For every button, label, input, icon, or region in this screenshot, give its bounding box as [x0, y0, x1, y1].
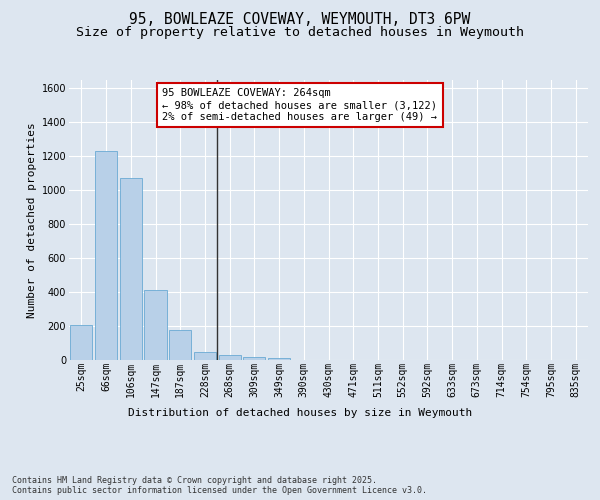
Text: 95, BOWLEAZE COVEWAY, WEYMOUTH, DT3 6PW: 95, BOWLEAZE COVEWAY, WEYMOUTH, DT3 6PW — [130, 12, 470, 28]
Text: 95 BOWLEAZE COVEWAY: 264sqm
← 98% of detached houses are smaller (3,122)
2% of s: 95 BOWLEAZE COVEWAY: 264sqm ← 98% of det… — [163, 88, 437, 122]
Bar — [95, 152, 117, 360]
Bar — [218, 356, 241, 360]
Bar — [119, 178, 142, 360]
Text: Distribution of detached houses by size in Weymouth: Distribution of detached houses by size … — [128, 408, 472, 418]
Bar — [70, 325, 92, 360]
Bar — [268, 358, 290, 360]
Bar — [145, 290, 167, 360]
Text: Size of property relative to detached houses in Weymouth: Size of property relative to detached ho… — [76, 26, 524, 39]
Bar — [169, 330, 191, 360]
Bar — [194, 352, 216, 360]
Bar — [243, 357, 265, 360]
Text: Contains HM Land Registry data © Crown copyright and database right 2025.
Contai: Contains HM Land Registry data © Crown c… — [12, 476, 427, 495]
Y-axis label: Number of detached properties: Number of detached properties — [28, 122, 37, 318]
